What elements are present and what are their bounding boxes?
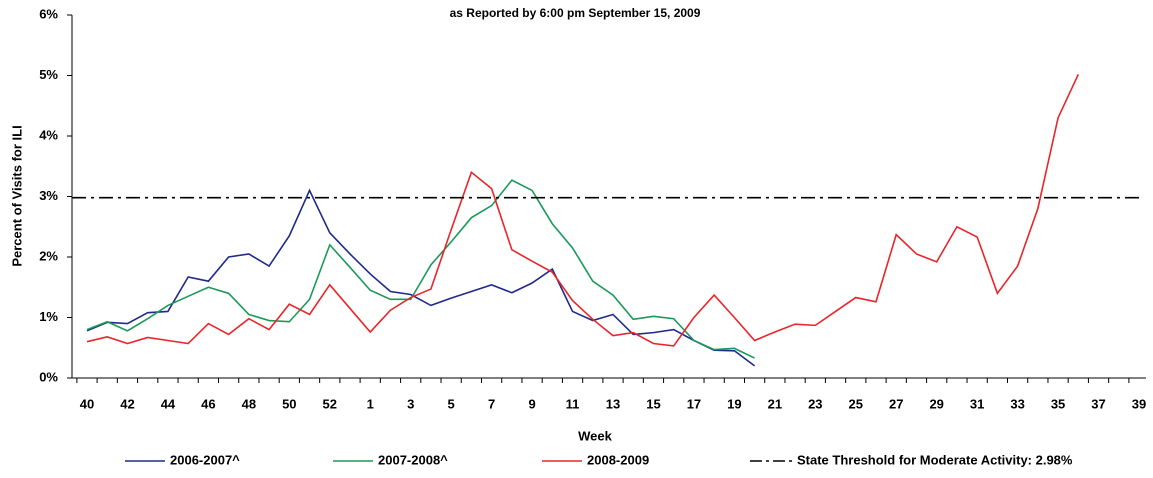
y-tick-label: 3%	[39, 188, 58, 203]
series-line	[86, 188, 756, 367]
x-tick-label: 13	[606, 396, 620, 411]
legend-label: 2007-2008^	[378, 452, 448, 467]
x-tick-label: 15	[646, 396, 660, 411]
x-tick-label: 50	[282, 396, 296, 411]
x-tick-label: 44	[161, 396, 176, 411]
x-tick-label: 21	[768, 396, 782, 411]
x-tick-label: 42	[120, 396, 134, 411]
x-tick-label: 25	[849, 396, 863, 411]
y-tick-label: 2%	[39, 248, 58, 263]
y-tick-label: 0%	[39, 369, 58, 384]
x-tick-label: 27	[889, 396, 903, 411]
chart-title: as Reported by 6:00 pm September 15, 200…	[450, 6, 701, 20]
legend-label: State Threshold for Moderate Activity: 2…	[797, 452, 1073, 467]
x-tick-label: 35	[1051, 396, 1065, 411]
x-tick-label: 5	[448, 396, 455, 411]
x-tick-label: 19	[727, 396, 741, 411]
x-axis-label: Week	[578, 428, 612, 443]
y-tick-label: 1%	[39, 309, 58, 324]
x-tick-label: 3	[407, 396, 414, 411]
x-tick-label: 9	[528, 396, 535, 411]
y-axis-label: Percent of Visits for ILI	[9, 125, 24, 266]
y-tick-label: 5%	[39, 67, 58, 82]
x-tick-label: 37	[1091, 396, 1105, 411]
legend-label: 2006-2007^	[170, 452, 240, 467]
x-tick-label: 31	[970, 396, 984, 411]
y-tick-label: 6%	[39, 6, 58, 21]
x-tick-label: 17	[687, 396, 701, 411]
x-tick-label: 29	[929, 396, 943, 411]
x-tick-label: 48	[242, 396, 256, 411]
x-tick-label: 39	[1132, 396, 1146, 411]
x-tick-label: 52	[323, 396, 337, 411]
x-tick-label: 23	[808, 396, 822, 411]
x-tick-label: 1	[367, 396, 374, 411]
x-tick-label: 11	[566, 396, 580, 411]
y-tick-label: 4%	[39, 127, 58, 142]
x-tick-label: 7	[488, 396, 495, 411]
x-tick-label: 40	[80, 396, 94, 411]
legend-label: 2008-2009	[587, 452, 649, 467]
x-tick-label: 46	[201, 396, 215, 411]
x-tick-label: 33	[1010, 396, 1024, 411]
series-line	[86, 179, 755, 359]
series-line	[86, 73, 1080, 347]
